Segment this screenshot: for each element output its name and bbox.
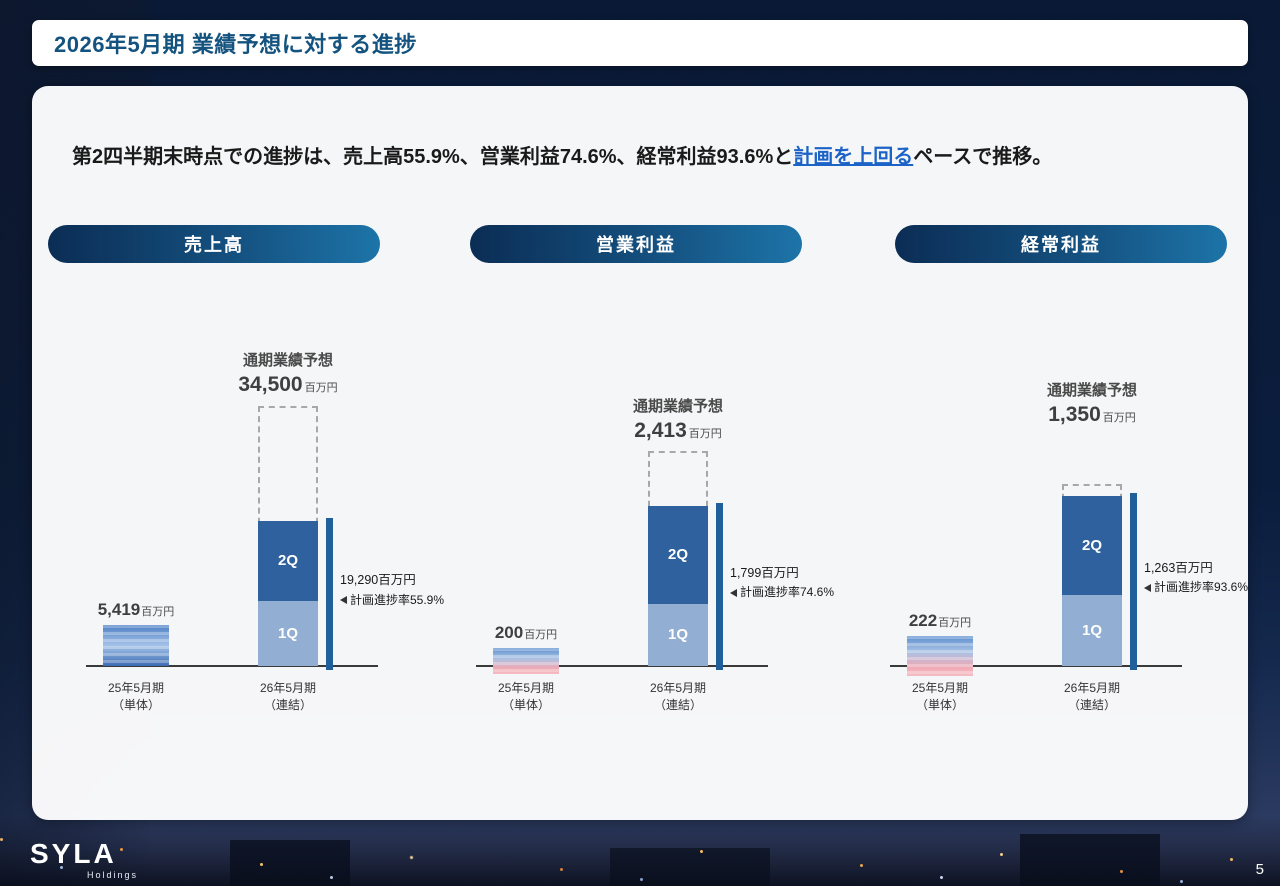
x-label-prior: 25年5月期 （単体） [911, 681, 969, 712]
slide-title-bar: 2026年5月期 業績予想に対する進捗 [32, 20, 1248, 66]
q1-segment: 1Q [648, 603, 708, 666]
axis-line [86, 665, 378, 667]
progress-marker-bar [716, 502, 723, 670]
x-label-current: 26年5月期 （連結） [649, 681, 707, 712]
chart-header-pill-revenue: 売上高 [48, 225, 380, 263]
content-card: 第2四半期末時点での進捗は、売上高55.9%、営業利益74.6%、経常利益93.… [32, 86, 1248, 820]
summary-text: 第2四半期末時点での進捗は、売上高55.9%、営業利益74.6%、経常利益93.… [72, 142, 1222, 172]
syla-logo-wordmark: SYLA [30, 838, 117, 869]
forecast-label: 通期業績予想 1,350 百万円 [1046, 382, 1137, 426]
summary-before-link: 第2四半期末時点での進捗は、売上高55.9%、営業利益74.6%、経常利益93.… [72, 146, 794, 168]
x-label-current: 26年5月期 （連結） [1063, 681, 1121, 712]
arrow-left-icon [730, 588, 737, 597]
progress-marker-bar [1130, 492, 1137, 670]
background-city-lights [0, 838, 3, 841]
q2-segment: 2Q [1062, 495, 1122, 595]
page-title: 2026年5月期 業績予想に対する進捗 [54, 32, 417, 57]
summary-after-link: ペースで推移。 [913, 146, 1053, 168]
page-number: 5 [1255, 861, 1264, 878]
summary-link[interactable]: 計画を上回る [793, 146, 914, 168]
forecast-label: 通期業績予想 2,413 百万円 [632, 398, 723, 442]
chart-ordinary-profit: 通期業績予想 1,350 百万円 2Q 1Q 222百万円 1,263百万円 計画… [872, 276, 1248, 736]
q2-segment: 2Q [648, 505, 708, 604]
background-skyline [0, 816, 1280, 886]
q1-segment: 1Q [258, 601, 318, 666]
x-label-current: 26年5月期 （連結） [259, 681, 317, 712]
q1-segment: 1Q [1062, 594, 1122, 666]
prior-year-value-label: 200百万円 [494, 623, 558, 643]
chart-operating-profit: 通期業績予想 2,413 百万円 2Q 1Q 200百万円 1,799百万円 計画… [458, 276, 834, 736]
x-label-prior: 25年5月期 （単体） [497, 681, 555, 712]
arrow-left-icon [340, 595, 347, 604]
axis-line [890, 665, 1182, 667]
progress-annotation: 1,263百万円 計画進捗率93.6% [1144, 560, 1249, 595]
chart-header-pill-operating-profit: 営業利益 [470, 225, 802, 263]
prior-year-bar [103, 625, 169, 666]
prior-year-bar [493, 648, 559, 674]
prior-year-bar [907, 636, 973, 676]
progress-marker-bar [326, 517, 333, 670]
q2-segment: 2Q [258, 520, 318, 602]
prior-year-value-label: 5,419百万円 [97, 600, 175, 620]
prior-year-value-label: 222百万円 [908, 611, 972, 631]
forecast-label: 通期業績予想 34,500 百万円 [238, 352, 338, 396]
progress-annotation: 19,290百万円 計画進捗率55.9% [340, 573, 445, 607]
syla-logo: SYLA Holdings [30, 838, 140, 881]
x-label-prior: 25年5月期 （単体） [107, 681, 165, 712]
chart-header-pill-ordinary-profit: 経常利益 [895, 225, 1227, 263]
axis-line [476, 665, 768, 667]
syla-logo-sub: Holdings [86, 870, 138, 880]
arrow-left-icon [1144, 583, 1151, 592]
chart-revenue: 通期業績予想 34,500 百万円 2Q 1Q 5,419百万円 19,290百万… [68, 276, 444, 736]
progress-annotation: 1,799百万円 計画進捗率74.6% [730, 565, 835, 600]
